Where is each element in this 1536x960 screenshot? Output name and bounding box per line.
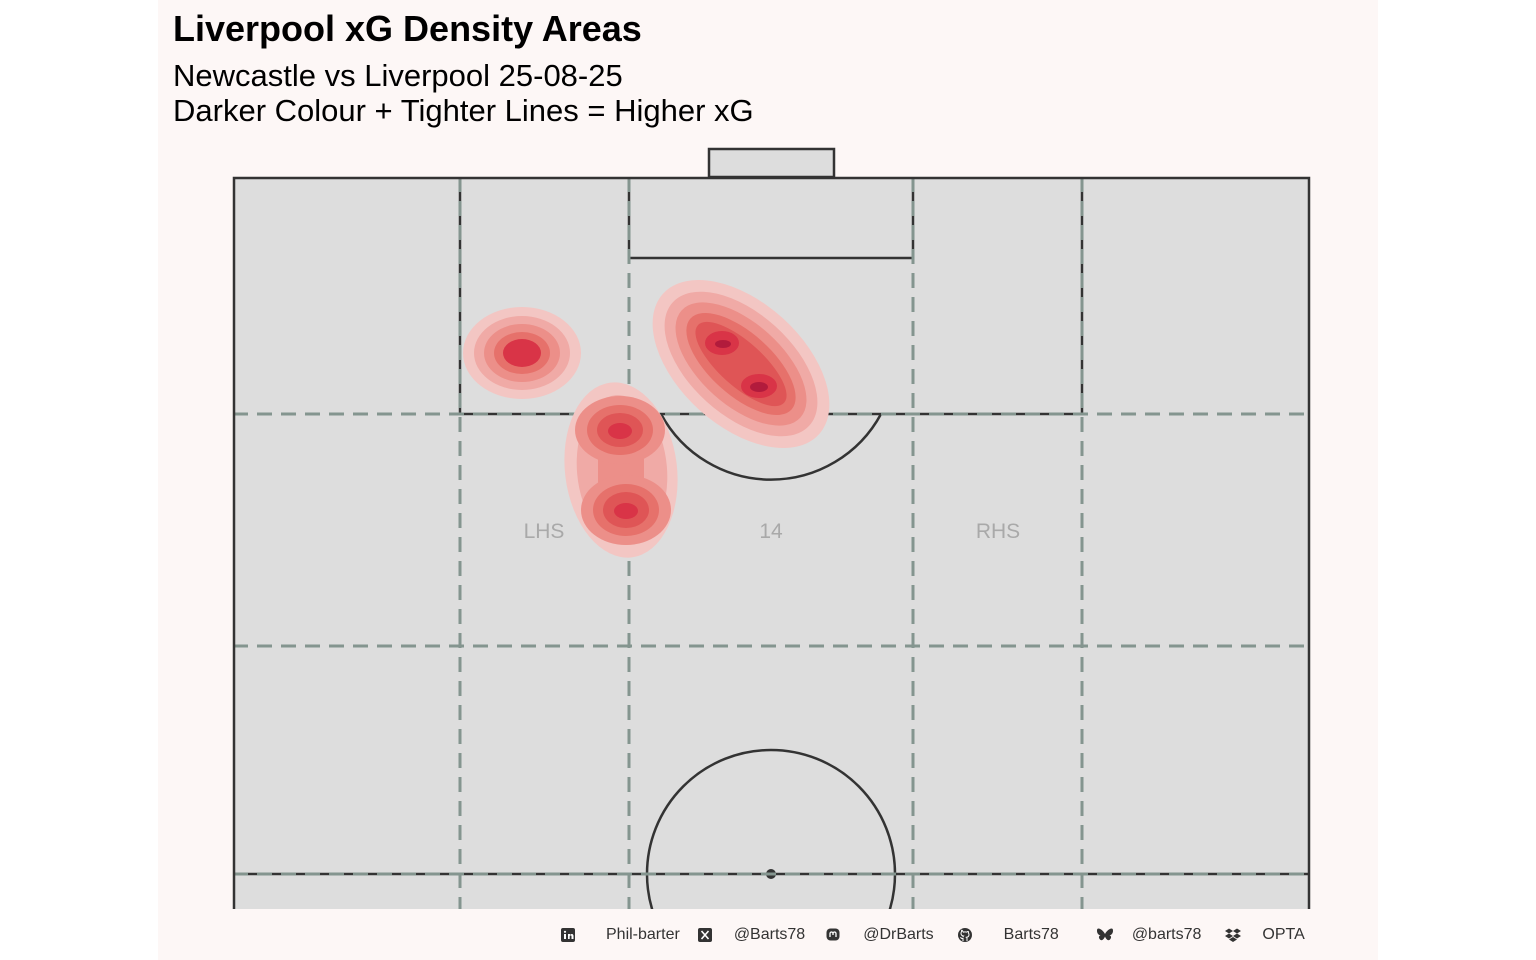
footer-credits: Phil-barter @Barts78 @DrBarts Barts78 @b…	[560, 924, 1305, 946]
x-icon[interactable]	[697, 927, 713, 943]
github-icon[interactable]	[957, 927, 973, 943]
github-handle[interactable]: Barts78	[1003, 926, 1059, 943]
pitch-outline	[232, 176, 1311, 909]
density-contour	[750, 382, 768, 392]
six-yard-box	[627, 177, 915, 260]
subtitle-match: Newcastle vs Liverpool 25-08-25	[173, 58, 623, 93]
goal	[707, 147, 836, 179]
subtitle-legend-note: Darker Colour + Tighter Lines = Higher x…	[173, 93, 754, 128]
linkedin-handle[interactable]: Phil-barter	[606, 926, 680, 943]
density-blob	[564, 382, 678, 558]
density-contour	[503, 339, 541, 367]
chart-subtitle: Newcastle vs Liverpool 25-08-25 Darker C…	[173, 58, 754, 128]
density-contour	[614, 503, 638, 519]
xg-density-layer	[463, 279, 830, 558]
x-handle[interactable]: @Barts78	[733, 926, 806, 943]
pitch-surface	[233, 177, 1310, 909]
bluesky-icon[interactable]	[1096, 927, 1113, 943]
bluesky-handle[interactable]: @barts78	[1131, 926, 1202, 943]
mastodon-icon[interactable]	[825, 927, 841, 943]
density-contour	[715, 340, 731, 348]
chart-title: Liverpool xG Density Areas	[173, 8, 642, 49]
penalty-arc	[659, 413, 883, 481]
zone-label-lhs: LHS	[524, 520, 565, 543]
data-source-label: OPTA	[1262, 926, 1305, 943]
density-blob	[652, 279, 830, 449]
zone-label-rhs: RHS	[976, 520, 1020, 543]
linkedin-icon[interactable]	[560, 927, 576, 943]
dropbox-icon[interactable]	[1224, 927, 1242, 943]
zone-label-center: 14	[759, 520, 783, 543]
density-contour	[608, 423, 632, 439]
mastodon-handle[interactable]: @DrBarts	[863, 926, 934, 943]
density-blob	[463, 307, 581, 399]
